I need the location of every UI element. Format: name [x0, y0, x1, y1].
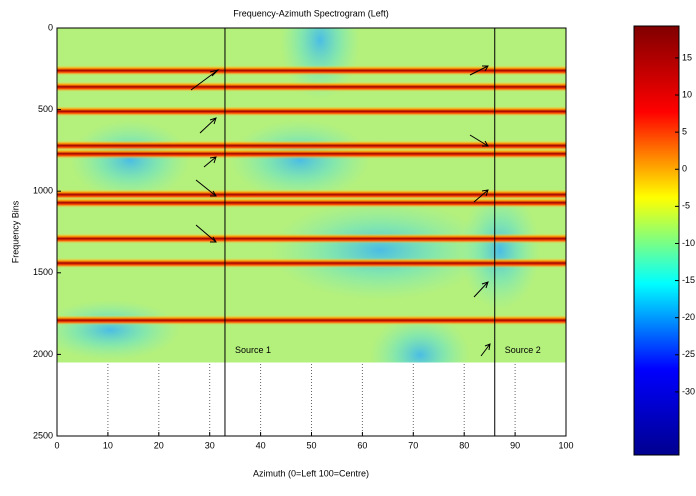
band [57, 106, 566, 117]
colorbar-tick-label: 5 [682, 127, 687, 137]
low-energy-region [270, 200, 490, 300]
y-tick-label: 500 [38, 104, 53, 114]
colorbar-tick-label: -30 [682, 386, 695, 396]
x-tick-label: 30 [205, 440, 215, 450]
x-tick-label: 70 [408, 440, 418, 450]
low-energy-region [57, 300, 180, 360]
low-energy-region [230, 120, 370, 200]
colorbar-tick-label: -15 [682, 275, 695, 285]
low-energy-region [370, 315, 470, 363]
x-tick-label: 40 [256, 440, 266, 450]
source-label: Source 1 [235, 345, 271, 355]
band [57, 148, 566, 159]
source-label: Source 2 [505, 345, 541, 355]
band [57, 81, 566, 92]
y-tick-label: 2500 [33, 430, 53, 440]
x-tick-label: 100 [558, 440, 573, 450]
band [57, 258, 566, 269]
x-tick-label: 60 [357, 440, 367, 450]
band [57, 233, 566, 244]
band [57, 315, 566, 326]
colorbar-tick-label: 0 [682, 164, 687, 174]
y-tick-label: 1000 [33, 186, 53, 196]
arrows [190, 65, 491, 357]
band [57, 197, 566, 208]
colorbar-tick-label: 15 [682, 52, 692, 62]
colorbar [633, 25, 680, 456]
band [57, 65, 566, 76]
x-tick-label: 80 [459, 440, 469, 450]
y-tick-label: 2000 [33, 349, 53, 359]
colorbar-tick-label: 10 [682, 89, 692, 99]
y-tick-label: 1500 [33, 267, 53, 277]
colorbar-tick-label: -20 [682, 312, 695, 322]
band [57, 189, 566, 200]
chart-title: Frequency-Azimuth Spectrogram (Left) [233, 8, 389, 18]
x-tick-label: 50 [306, 440, 316, 450]
y-tick-label: 0 [48, 22, 53, 32]
low-energy-region [70, 120, 190, 200]
band [57, 140, 566, 151]
x-tick-label: 90 [510, 440, 520, 450]
x-tick-label: 10 [103, 440, 113, 450]
y-axis-label: Frequency Bins [10, 200, 20, 263]
colorbar-tick-label: -5 [682, 201, 690, 211]
x-tick-label: 0 [54, 440, 59, 450]
colorbar-tick-label: -25 [682, 349, 695, 359]
x-axis-label: Azimuth (0=Left 100=Centre) [253, 468, 369, 478]
colorbar-tick-label: -10 [682, 238, 695, 248]
x-tick-label: 20 [154, 440, 164, 450]
axes-frame [56, 27, 567, 437]
low-energy-region [460, 190, 540, 310]
